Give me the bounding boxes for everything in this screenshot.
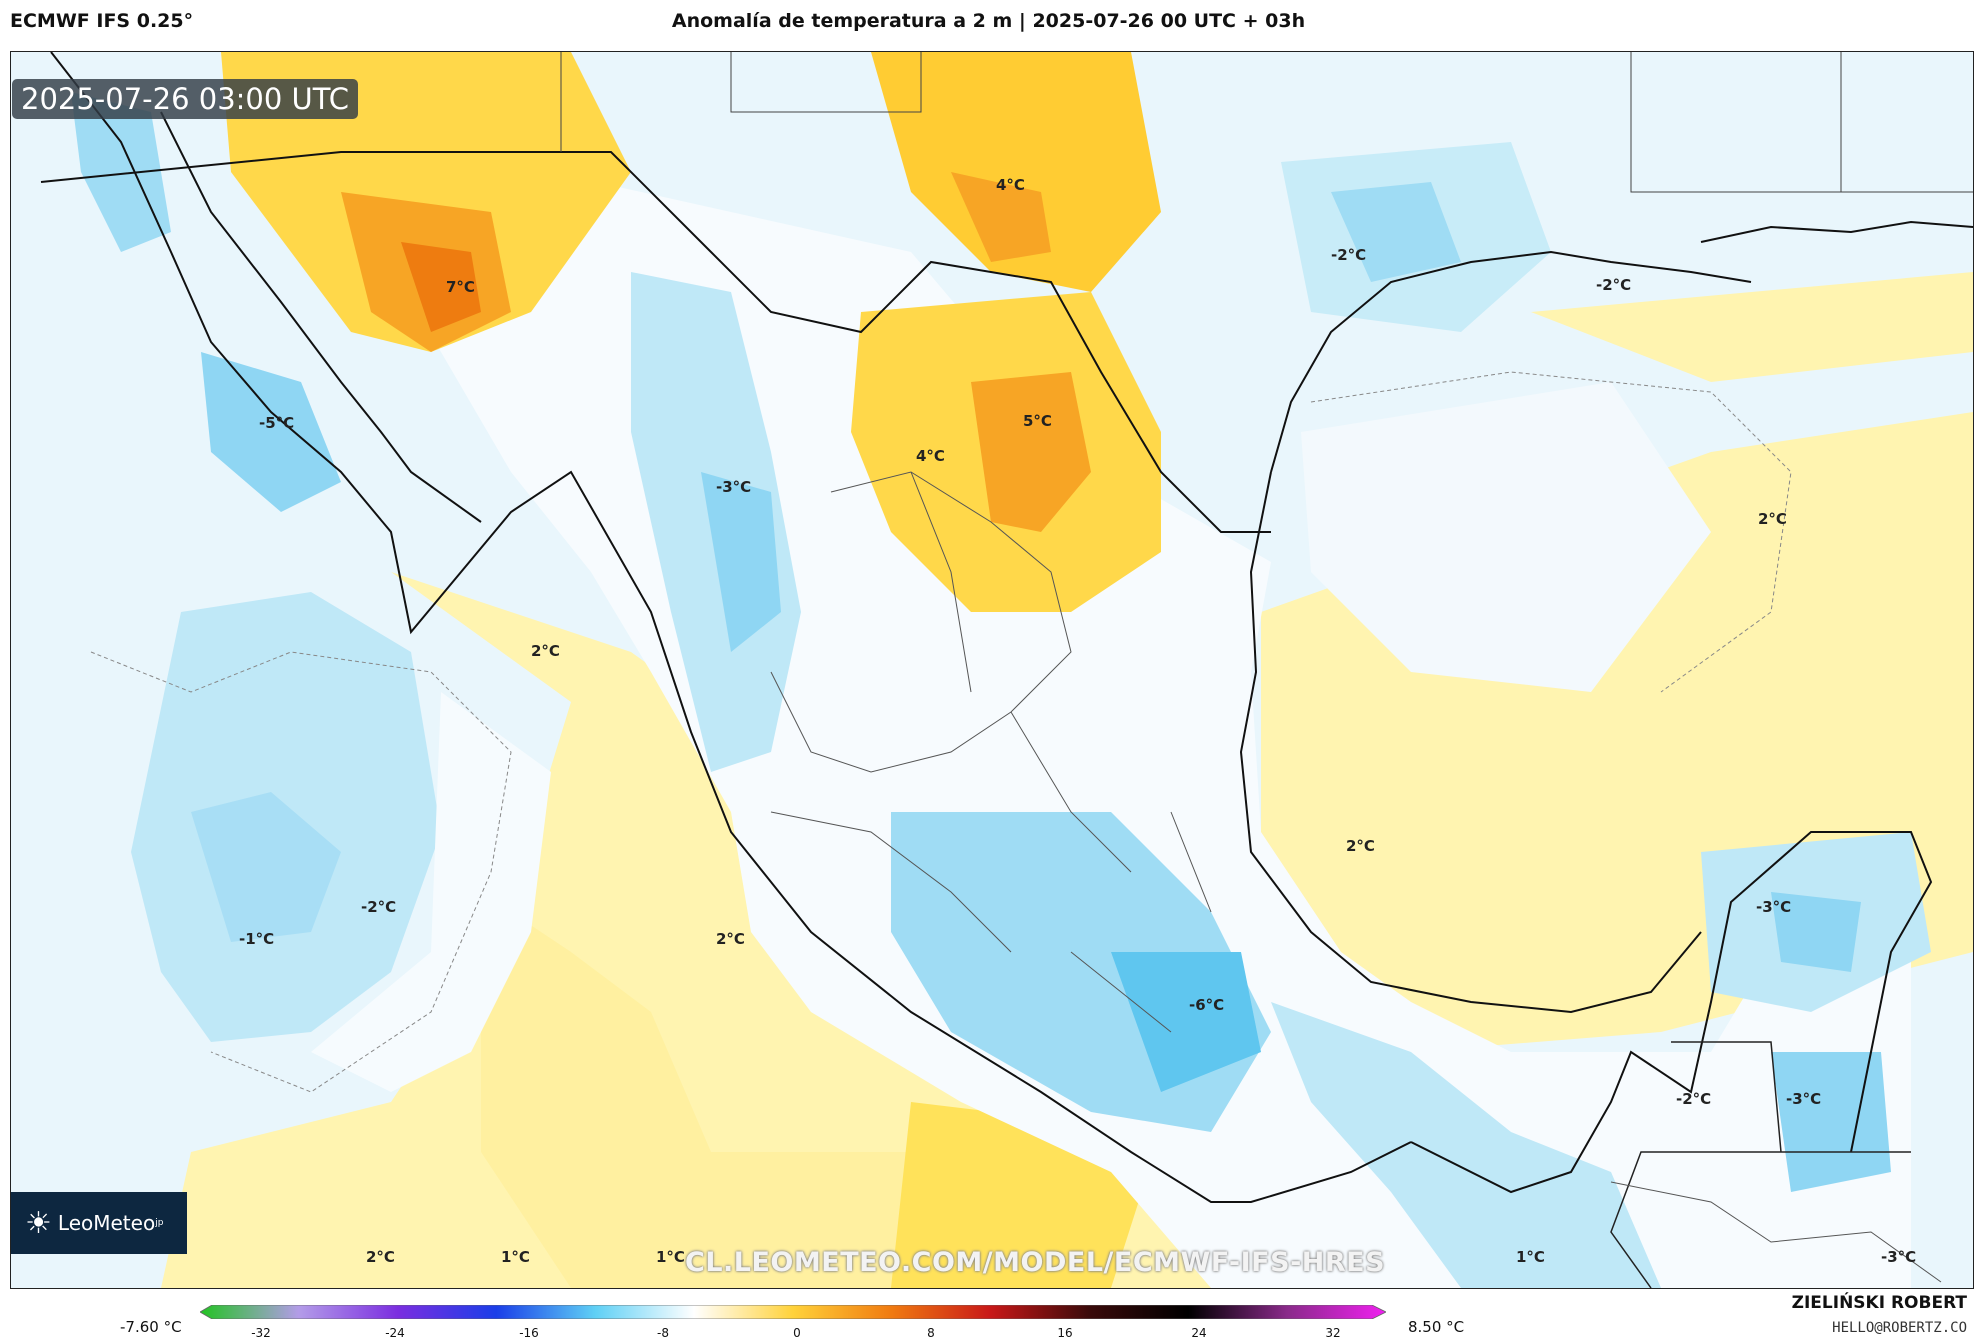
- map-label: -3°C: [1786, 1090, 1822, 1108]
- model-name: ECMWF IFS 0.25°: [10, 10, 194, 32]
- map-label: -1°C: [239, 930, 275, 948]
- colorbar-tick-label: 8: [927, 1326, 935, 1340]
- logo-suffix: jp: [155, 1218, 164, 1228]
- colorbar-tick-label: 24: [1191, 1326, 1207, 1340]
- temperature-anomaly-map: 4°C 7°C -2°C -2°C -5°C 5°C 4°C -3°C 2°C …: [10, 51, 1974, 1289]
- map-label: 2°C: [1758, 510, 1787, 528]
- map-label: -3°C: [1756, 898, 1792, 916]
- map-label: -2°C: [1596, 276, 1632, 294]
- colorbar-ticks: -32 -24 -16 -8 0 8 16 24 32: [0, 1326, 1977, 1340]
- map-label: -6°C: [1189, 996, 1225, 1014]
- colorbar-tick-label: -32: [251, 1326, 271, 1340]
- map-canvas: [11, 52, 1973, 1288]
- scale-max-value: 8.50 °C: [1408, 1318, 1465, 1336]
- map-label: 1°C: [656, 1248, 685, 1266]
- colorbar-tick-label: -16: [519, 1326, 539, 1340]
- colorbar-tick-label: -8: [657, 1326, 669, 1340]
- map-label: 2°C: [716, 930, 745, 948]
- sun-icon: ☀: [25, 1205, 52, 1241]
- leometeo-logo[interactable]: ☀ LeoMeteo jp: [11, 1192, 187, 1254]
- colorbar-tick-label: -24: [385, 1326, 405, 1340]
- colorbar-tick-label: 0: [793, 1326, 801, 1340]
- map-label: 4°C: [996, 176, 1025, 194]
- map-label: -2°C: [361, 898, 397, 916]
- colorbar-tick-label: 32: [1325, 1326, 1341, 1340]
- author-name: ZIELIŃSKI ROBERT: [1791, 1293, 1967, 1313]
- colorbar: [199, 1304, 1387, 1320]
- author-email[interactable]: HELLO@ROBERTZ.CO: [1832, 1320, 1967, 1336]
- colorbar-gradient: [199, 1304, 1387, 1320]
- map-label: 2°C: [1346, 837, 1375, 855]
- map-label: 5°C: [1023, 412, 1052, 430]
- map-label: -3°C: [1881, 1248, 1917, 1266]
- map-label: 1°C: [1516, 1248, 1545, 1266]
- map-label: -3°C: [716, 478, 752, 496]
- map-label: 1°C: [501, 1248, 530, 1266]
- valid-time-badge: 2025-07-26 03:00 UTC: [12, 79, 359, 119]
- map-label: -5°C: [259, 414, 295, 432]
- colorbar-tick-label: 16: [1057, 1326, 1073, 1340]
- map-label: 2°C: [531, 642, 560, 660]
- watermark-url: CL.LEOMETEO.COM/MODEL/ECMWF-IFS-HRES: [685, 1247, 1386, 1278]
- map-label: -2°C: [1331, 246, 1367, 264]
- map-label: 7°C: [446, 278, 475, 296]
- map-label: 4°C: [916, 447, 945, 465]
- map-title: Anomalía de temperatura a 2 m | 2025-07-…: [671, 10, 1306, 32]
- logo-text: LeoMeteo: [57, 1211, 156, 1235]
- scale-min-value: -7.60 °C: [120, 1318, 182, 1336]
- map-label: 2°C: [366, 1248, 395, 1266]
- map-label: -2°C: [1676, 1090, 1712, 1108]
